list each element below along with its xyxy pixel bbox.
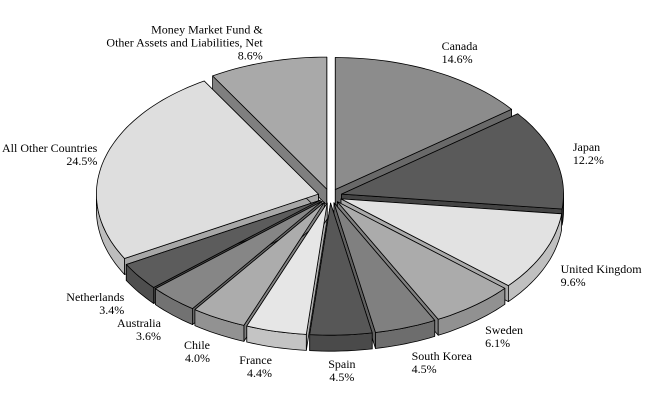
value-label: 4.5%: [329, 370, 355, 385]
slice-top: [194, 201, 325, 326]
slice-label: Money Market Fund & Other Assets and Lia…: [106, 23, 262, 62]
slice-label: Spain 4.5%: [328, 358, 355, 384]
slice-top: [333, 202, 436, 333]
slice-side: [309, 332, 373, 352]
slice-label: Australia 3.6%: [117, 317, 161, 343]
slice: [309, 202, 373, 352]
value-label: 3.4%: [99, 302, 125, 317]
value-label: 4.5%: [411, 361, 437, 376]
slice-top: [96, 80, 319, 259]
slice-label: Chile 4.0%: [183, 337, 210, 365]
slice-top: [341, 113, 564, 210]
value-label: 24.5%: [66, 153, 98, 168]
value-label: 4.4%: [246, 365, 272, 380]
slice-top: [309, 202, 373, 336]
slice-top: [334, 57, 512, 190]
category-label: Netherlands: [66, 289, 125, 304]
slice-label: Netherlands 3.4%: [66, 289, 125, 317]
slice-label: United Kingdom 9.6%: [561, 263, 642, 289]
slice-top: [337, 201, 506, 320]
value-label: 14.6%: [441, 52, 473, 67]
slice-top: [155, 200, 323, 309]
slice-label: Japan 12.2%: [572, 139, 604, 167]
slice: [212, 56, 328, 206]
value-label: 8.6%: [237, 48, 263, 63]
category-label: Japan: [572, 139, 601, 154]
value-label: 12.2%: [572, 152, 604, 167]
value-label: 6.1%: [485, 336, 511, 351]
category-label: All Other Countries: [2, 140, 98, 155]
category-label: South Korea: [411, 348, 472, 363]
slice-top: [125, 199, 321, 288]
value-label: 4.0%: [184, 350, 210, 365]
category-label: Australia: [116, 316, 161, 331]
value-label: 3.6%: [135, 329, 161, 344]
slice-label: All Other Countries 24.5%: [2, 140, 98, 168]
category-label: Canada: [441, 39, 478, 54]
category-label: France: [239, 352, 272, 367]
slice-label: South Korea 4.5%: [411, 348, 472, 376]
category-label: Money Market Fund & Other Assets and Lia…: [106, 22, 263, 50]
slice-top: [340, 198, 562, 286]
value-label: 9.6%: [560, 275, 586, 290]
slice-top: [246, 202, 328, 335]
category-label: Chile: [183, 337, 210, 352]
slice-label: France 4.4%: [239, 352, 272, 380]
category-label: United Kingdom: [560, 262, 642, 277]
slice-label: Canada 14.6%: [442, 40, 478, 66]
slice-label: Sweden 6.1%: [485, 324, 523, 350]
category-label: Spain: [328, 357, 356, 372]
slice: [246, 202, 328, 351]
slice-top: [212, 56, 328, 190]
category-label: Sweden: [485, 323, 524, 338]
